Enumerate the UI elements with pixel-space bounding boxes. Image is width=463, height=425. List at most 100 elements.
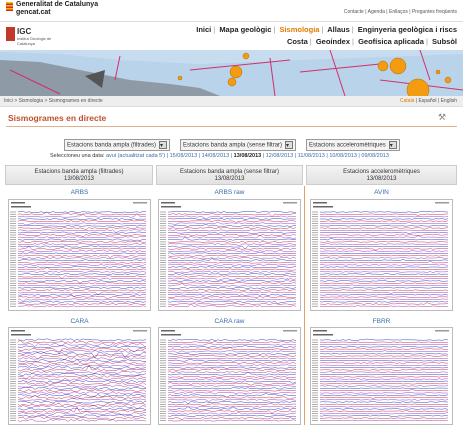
brand[interactable]: Generalitat de Catalunya: [16, 1, 99, 8]
date-link[interactable]: 11/08/2013: [297, 153, 325, 159]
language[interactable]: Català: [399, 98, 415, 104]
nav-item[interactable]: Sismologia: [279, 25, 320, 34]
seismogram-part: [319, 220, 449, 222]
station-selector[interactable]: Estacions banda ampla (filtrades) ▾: [64, 139, 171, 151]
seismogram-part: [167, 213, 296, 217]
seismogram-part: [312, 355, 318, 357]
seismogram-part: [310, 327, 453, 425]
seismogram-part: [17, 240, 147, 243]
seismogram-part: [17, 291, 147, 295]
seismogram-part: [167, 266, 297, 269]
seismogram-part: [10, 234, 16, 236]
date-link[interactable]: 10/08/2013: [329, 153, 357, 159]
site[interactable]: gencat.cat: [16, 9, 51, 16]
station-name[interactable]: FBRR: [372, 318, 391, 325]
seismogram-part: [319, 392, 449, 394]
seismogram-part: [167, 286, 297, 289]
tools-icon[interactable]: ⚒: [438, 112, 447, 122]
seismogram-part: [17, 234, 147, 238]
seismogram-part: [161, 206, 181, 208]
seismogram[interactable]: [8, 199, 151, 311]
seismogram[interactable]: [158, 327, 301, 425]
station-name[interactable]: ARBS raw: [214, 189, 245, 196]
seismogram-part: [17, 246, 147, 250]
station-name[interactable]: CARA raw: [214, 318, 245, 325]
date-link[interactable]: 12/08/2013: [265, 153, 294, 159]
nav-item[interactable]: Allaus: [327, 25, 350, 34]
seismogram[interactable]: [8, 327, 151, 425]
station-name[interactable]: AVIN: [374, 189, 389, 196]
seismogram-part: [312, 213, 318, 215]
language[interactable]: English: [440, 98, 457, 104]
seismogram-part: [160, 220, 166, 222]
seismogram-part: [319, 346, 449, 348]
seismogram-part: [312, 369, 318, 371]
seismogram-part: [313, 330, 327, 332]
seismogram[interactable]: [310, 199, 453, 311]
seismogram-part: [17, 386, 146, 390]
date-current[interactable]: 13/08/2013: [233, 153, 262, 159]
station-selector[interactable]: Estacions acceleromètriques ▾: [306, 139, 400, 151]
seismogram-part: [17, 211, 147, 216]
seismogram-part: [167, 282, 297, 285]
seismogram-part: [312, 289, 318, 291]
seismogram-part: [160, 273, 166, 275]
seismogram-part: [312, 406, 318, 408]
nav-item[interactable]: Enginyeria geològica i riscs: [357, 25, 457, 34]
station-selector[interactable]: Estacions banda ampla (sense filtrar) ▾: [180, 139, 297, 151]
seismogram-part: [160, 294, 166, 296]
seismogram-part: [167, 417, 297, 420]
seismogram-part: [133, 330, 147, 332]
seismogram-part: [167, 222, 297, 225]
seismogram-part: [17, 377, 147, 381]
nav-item[interactable]: Geoíndex: [315, 37, 351, 46]
seismogram-part: [319, 399, 449, 402]
seismogram[interactable]: [310, 327, 453, 425]
seismogram-part: [10, 413, 16, 414]
seismogram-part: [17, 254, 147, 259]
seismogram-part: [167, 260, 297, 264]
seismogram-part: [17, 229, 147, 234]
nav-item[interactable]: Mapa geològic: [219, 25, 272, 34]
crumb[interactable]: Inici: [4, 98, 13, 104]
link[interactable]: Agenda: [367, 9, 385, 15]
seismogram-part: [312, 250, 318, 252]
igc-name: Institut Geològic de Catalunya: [17, 36, 52, 46]
date-selector: Seleccioneu una data: avui (actualitzat …: [50, 153, 389, 159]
nav-item[interactable]: Subsòl: [431, 37, 457, 46]
seismogram-part: [8, 199, 151, 311]
seismogram-part: [312, 278, 318, 280]
language[interactable]: Español: [418, 98, 437, 104]
seismogram-part: [160, 211, 166, 213]
seismogram-part: [312, 341, 318, 343]
nav-item[interactable]: Costa: [286, 37, 308, 46]
seismogram-part: [17, 359, 147, 363]
seismogram[interactable]: [158, 199, 301, 311]
nav-item[interactable]: Inici: [196, 25, 212, 34]
seismogram-part: [160, 269, 166, 270]
seismogram-part: [17, 395, 147, 399]
date-link[interactable]: 14/08/2013: [201, 153, 230, 159]
date-link[interactable]: avui (actualitzat cada 5'): [105, 153, 166, 159]
seismogram-part: [167, 277, 297, 281]
seismogram-part: [10, 236, 16, 238]
link[interactable]: Preguntes freqüents: [411, 9, 457, 15]
link[interactable]: Enllaços: [388, 9, 408, 15]
link[interactable]: Contacte: [343, 9, 364, 15]
date-link[interactable]: 09/08/2013: [361, 153, 389, 159]
seismogram-part: [10, 264, 16, 266]
seismogram-part: [168, 215, 297, 220]
seismogram-part: [167, 236, 296, 241]
seismogram-part: [319, 282, 449, 284]
crumb[interactable]: Sismologia: [18, 98, 44, 104]
station-name[interactable]: ARBS: [70, 189, 89, 196]
seismogram-part: [167, 223, 297, 227]
station-name[interactable]: CARA: [70, 318, 89, 325]
igc-logo[interactable]: IGC: [17, 27, 32, 36]
date-link[interactable]: 15/08/2013: [169, 153, 198, 159]
seismogram-part: [10, 344, 16, 345]
nav-item[interactable]: Geofísica aplicada: [358, 37, 424, 46]
seismogram-part: [167, 283, 297, 287]
seismogram-part: [319, 284, 448, 287]
seismogram-part: [319, 396, 449, 399]
